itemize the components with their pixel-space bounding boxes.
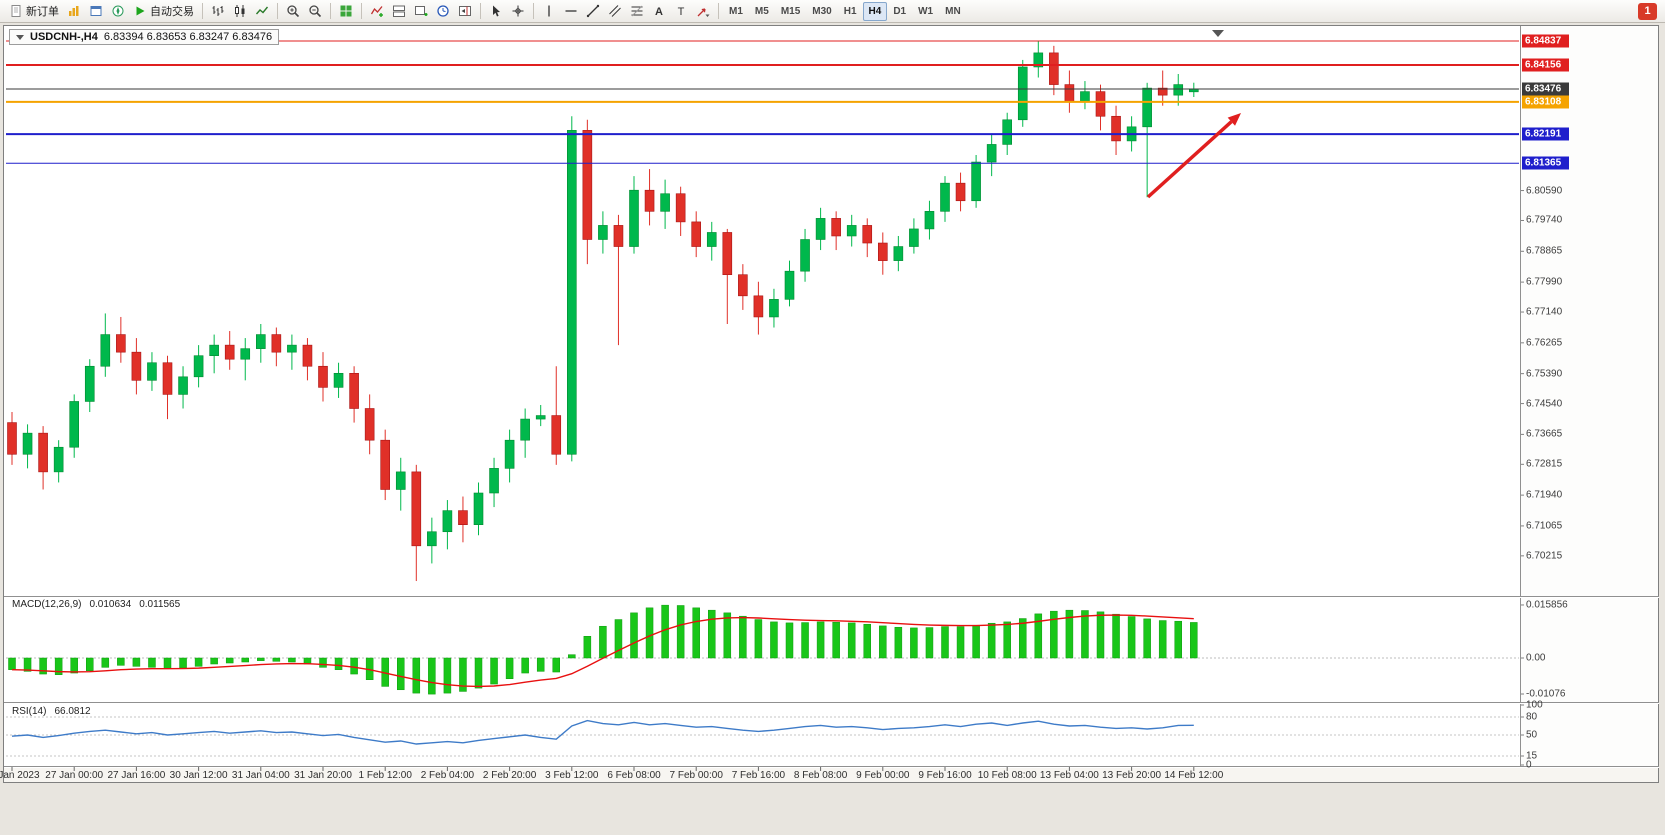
top-toolbar: 新订单 自动交易 A T M1 M5 M15 M30 H1 H4 D1 W1 MN: [0, 0, 1665, 23]
zoom-out-icon-button[interactable]: [304, 2, 326, 21]
period-clock-icon: [437, 5, 449, 17]
vertical-line-icon-button[interactable]: [538, 2, 560, 21]
trendline-icon: [586, 4, 600, 18]
zoom-in-icon-button[interactable]: [282, 2, 304, 21]
horizontal-line-icon: [565, 10, 577, 12]
bar-chart-icon: [212, 6, 224, 16]
candle-chart-icon-button[interactable]: [229, 2, 251, 21]
tile-windows-icon-button[interactable]: [335, 2, 357, 21]
notification-badge[interactable]: 1: [1638, 3, 1657, 20]
market-watch-icon: [69, 6, 79, 16]
trendline-icon-button[interactable]: [582, 2, 604, 21]
new-order-label: 新订单: [26, 6, 59, 18]
timeframe-w1-button[interactable]: W1: [918, 5, 934, 17]
play-icon: [136, 6, 145, 16]
crosshair-icon: [512, 5, 524, 17]
cursor-icon-button[interactable]: [485, 2, 507, 21]
data-window-icon: [90, 6, 102, 16]
svg-text:T: T: [678, 6, 685, 18]
toolbar-separator: [330, 3, 331, 19]
bar-chart-icon-button[interactable]: [207, 2, 229, 21]
cursor-icon: [493, 5, 500, 17]
candle-chart-icon: [235, 5, 245, 17]
indicator-windows-icon: [393, 5, 405, 17]
chart-shift-icon-button[interactable]: [454, 2, 476, 21]
timeframe-m15-button[interactable]: M15: [780, 5, 801, 17]
arrows-tool-icon-button[interactable]: [692, 2, 714, 21]
zoom-in-icon: [287, 5, 300, 18]
equidistant-channel-icon: [609, 5, 621, 17]
timeframe-h1-button[interactable]: H1: [843, 5, 857, 17]
toolbar-separator: [277, 3, 278, 19]
text-icon-button[interactable]: A: [648, 2, 670, 21]
timeframe-h4-button[interactable]: H4: [862, 1, 888, 21]
toolbar-separator: [202, 3, 203, 19]
new-chart-icon-button[interactable]: [410, 2, 432, 21]
timeframe-m1-button[interactable]: M1: [729, 5, 743, 17]
navigator-icon: [112, 5, 124, 17]
text-label-icon-button[interactable]: T: [670, 2, 692, 21]
indicators-icon: [370, 6, 383, 17]
auto-trading-label: 自动交易: [150, 6, 194, 18]
horizontal-line-icon-button[interactable]: [560, 2, 582, 21]
toolbar-separator: [533, 3, 534, 19]
dropdown-arrow-icon: [16, 34, 24, 40]
timeframe-mn-button[interactable]: MN: [945, 5, 961, 17]
indicator-windows-icon-button[interactable]: [388, 2, 410, 21]
timeframe-m5-button[interactable]: M5: [754, 5, 769, 17]
indicators-icon-button[interactable]: [366, 2, 388, 21]
data-window-icon-button[interactable]: [85, 2, 107, 21]
fibonacci-icon: [631, 5, 643, 17]
equidistant-channel-icon-button[interactable]: [604, 2, 626, 21]
new-order-button[interactable]: 新订单: [5, 2, 63, 21]
chart-shift-icon: [459, 6, 471, 16]
timeframe-m30-button[interactable]: M30: [812, 5, 832, 17]
chart-window: [3, 25, 1659, 783]
timeframe-d1-button[interactable]: D1: [893, 5, 907, 17]
arrows-tool-icon: [697, 8, 710, 17]
chart-title-tab[interactable]: USDCNH-,H4 6.83394 6.83653 6.83247 6.834…: [9, 29, 280, 45]
tile-windows-icon: [340, 5, 352, 17]
market-watch-icon-button[interactable]: [63, 2, 85, 21]
new-chart-icon: [415, 6, 428, 16]
text-label-icon: T: [678, 6, 685, 18]
fibonacci-icon-button[interactable]: [626, 2, 648, 21]
new-order-icon: [11, 5, 21, 17]
navigator-icon-button[interactable]: [107, 2, 129, 21]
toolbar-separator: [718, 3, 719, 19]
toolbar-separator: [361, 3, 362, 19]
svg-text:A: A: [655, 6, 663, 18]
ohlc-readout: 6.83394 6.83653 6.83247 6.83476: [103, 31, 273, 43]
text-icon: A: [655, 6, 663, 18]
toolbar-separator: [480, 3, 481, 19]
line-chart-icon-button[interactable]: [251, 2, 273, 21]
vertical-line-icon: [548, 5, 550, 17]
line-chart-icon: [255, 6, 269, 15]
period-clock-icon-button[interactable]: [432, 2, 454, 21]
symbol-period-label: USDCNH-,H4: [30, 31, 98, 43]
zoom-out-icon: [309, 5, 322, 18]
crosshair-icon-button[interactable]: [507, 2, 529, 21]
auto-trading-button[interactable]: 自动交易: [129, 2, 198, 21]
